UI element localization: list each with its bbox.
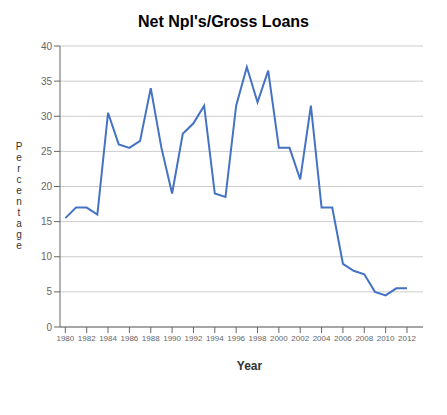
html-text:Year: Year: [236, 359, 263, 373]
svg-text:40: 40: [41, 41, 53, 52]
svg-text:1996: 1996: [227, 334, 245, 343]
svg-text:1988: 1988: [142, 334, 160, 343]
svg-text:2008: 2008: [355, 334, 373, 343]
svg-text:25: 25: [41, 146, 53, 157]
svg-text:15: 15: [41, 216, 53, 227]
svg-text:2012: 2012: [398, 334, 416, 343]
svg-text:1984: 1984: [99, 334, 117, 343]
svg-text:1994: 1994: [206, 334, 224, 343]
svg-text:2002: 2002: [291, 334, 309, 343]
svg-text:0: 0: [46, 322, 52, 333]
svg-text:1980: 1980: [56, 334, 74, 343]
svg-text:1990: 1990: [163, 334, 181, 343]
svg-text:10: 10: [41, 251, 53, 262]
svg-text:1986: 1986: [120, 334, 138, 343]
svg-text:2000: 2000: [270, 334, 288, 343]
svg-text:1998: 1998: [249, 334, 267, 343]
svg-text:1982: 1982: [78, 334, 96, 343]
html-text:Net Npl's/Gross Loans: Net Npl's/Gross Loans: [138, 13, 309, 30]
svg-text:2004: 2004: [313, 334, 331, 343]
svg-text:5: 5: [46, 286, 52, 297]
svg-text:30: 30: [41, 111, 53, 122]
svg-text:1992: 1992: [185, 334, 203, 343]
svg-text:35: 35: [41, 76, 53, 87]
svg-text:2010: 2010: [377, 334, 395, 343]
svg-text:2006: 2006: [334, 334, 352, 343]
html-text:P e r c e n t a g e: P e r c e n t a g e: [15, 141, 23, 251]
svg-text:20: 20: [41, 181, 53, 192]
